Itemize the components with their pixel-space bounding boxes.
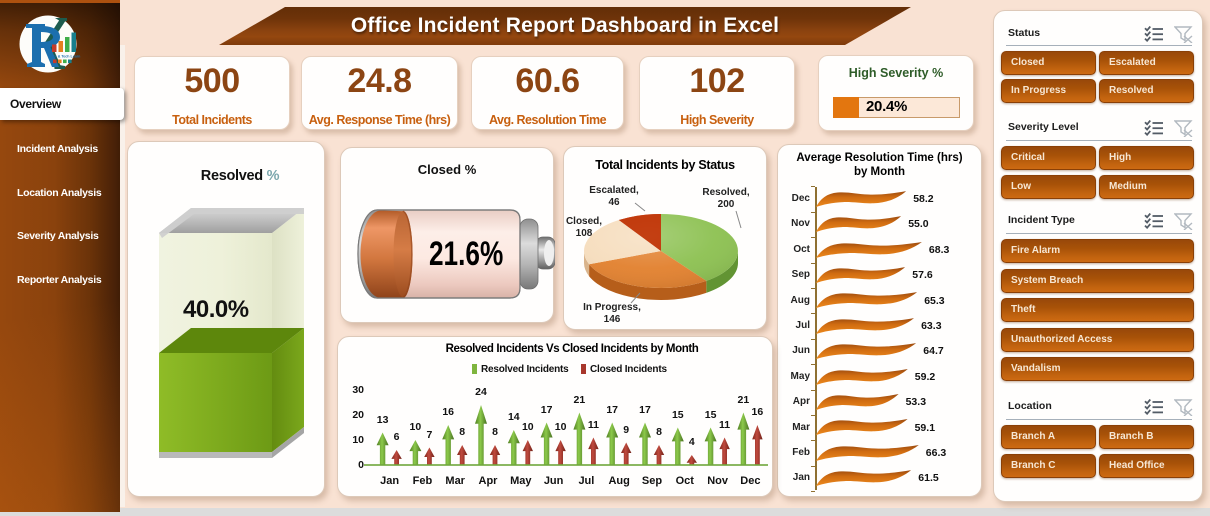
- svg-text:Am & Tech Learn: Am & Tech Learn: [51, 55, 80, 59]
